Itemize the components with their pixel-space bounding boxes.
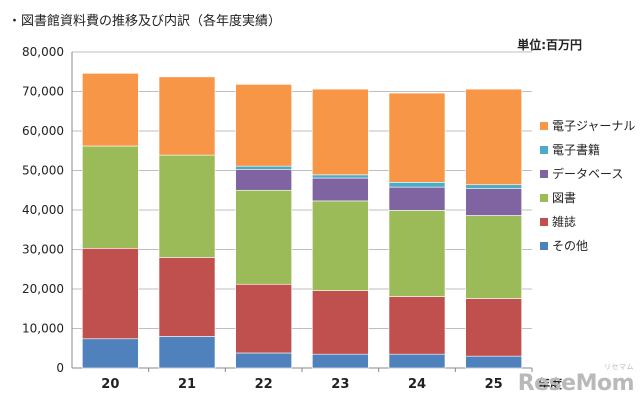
watermark-subtext: リセマム xyxy=(604,363,634,371)
bar-segment xyxy=(235,189,292,285)
bar-segment xyxy=(312,88,369,176)
x-axis-label: 年度 xyxy=(538,376,563,391)
bar-segment xyxy=(158,336,216,369)
bar-segment xyxy=(312,174,369,179)
bar-segment xyxy=(235,283,292,354)
bar-segment xyxy=(82,73,139,147)
bar-segment xyxy=(158,76,216,156)
bar-segment xyxy=(82,248,139,340)
x-tick-label: 21 xyxy=(178,377,196,392)
legend-swatch xyxy=(540,170,548,178)
legend-swatch xyxy=(540,122,548,130)
y-tick-label: 10,000 xyxy=(22,322,64,336)
bar-segment xyxy=(388,353,446,369)
bar-segment xyxy=(158,257,216,337)
x-tick-label: 23 xyxy=(331,377,349,392)
bar-segment xyxy=(388,296,446,355)
bar-segment xyxy=(388,92,446,183)
bar-segment xyxy=(388,182,446,188)
bar-segment xyxy=(235,352,292,369)
bar-segment xyxy=(235,165,292,170)
bar-segment xyxy=(465,188,522,216)
bar-segment xyxy=(388,210,446,297)
legend-label: 図書 xyxy=(552,191,576,205)
y-tick-label: 60,000 xyxy=(22,124,64,138)
legend-label: その他 xyxy=(552,239,588,253)
bar-segment xyxy=(465,355,522,369)
legend-swatch xyxy=(540,218,548,226)
bars xyxy=(82,73,522,369)
y-tick-label: 30,000 xyxy=(22,243,64,257)
legend-swatch xyxy=(540,146,548,154)
grid-lines xyxy=(72,51,532,369)
bar-segment xyxy=(465,88,522,186)
y-tick-label: 40,000 xyxy=(22,203,64,217)
legend-label: 電子ジャーナル xyxy=(552,119,635,133)
bar-segment xyxy=(312,353,369,369)
bar-segment xyxy=(82,338,139,369)
bar-segment xyxy=(388,186,446,211)
resemom-logo: リセマム ReseMom xyxy=(517,364,635,396)
bar-segment xyxy=(312,290,369,355)
bar-segment xyxy=(82,145,139,249)
legend-label: 雑誌 xyxy=(552,214,576,229)
x-tick-label: 20 xyxy=(101,377,119,392)
y-tick-label: 0 xyxy=(56,361,64,375)
bar-segment xyxy=(465,298,522,357)
legend-swatch xyxy=(540,242,548,250)
bar-segment xyxy=(465,215,522,299)
bar-segment xyxy=(312,177,369,202)
legend-label: データベース xyxy=(552,166,623,181)
x-tick-label: 24 xyxy=(408,377,426,392)
chart-title: ・図書館資料費の推移及び内訳（各年度実績） xyxy=(8,14,282,29)
x-tick-label: 22 xyxy=(255,377,273,392)
legend-label: 電子書籍 xyxy=(552,142,600,157)
unit-label: 単位:百万円 xyxy=(517,38,582,52)
watermark-logo-text: ReseMom xyxy=(517,371,635,396)
bar-segment xyxy=(235,169,292,191)
y-tick-label: 50,000 xyxy=(22,164,64,178)
bar-segment xyxy=(235,84,292,167)
y-tick-label: 70,000 xyxy=(22,85,64,99)
legend-swatch xyxy=(540,194,548,202)
bar-segment xyxy=(312,200,369,291)
x-tick-label: 25 xyxy=(485,377,503,392)
y-tick-label: 80,000 xyxy=(22,45,64,59)
bar-segment xyxy=(465,184,522,189)
y-tick-label: 20,000 xyxy=(22,282,64,296)
bar-segment xyxy=(158,154,216,258)
axes: 0 10,000 20,000 30,000 40,000 50,000 60,000 70,… xyxy=(22,45,563,392)
